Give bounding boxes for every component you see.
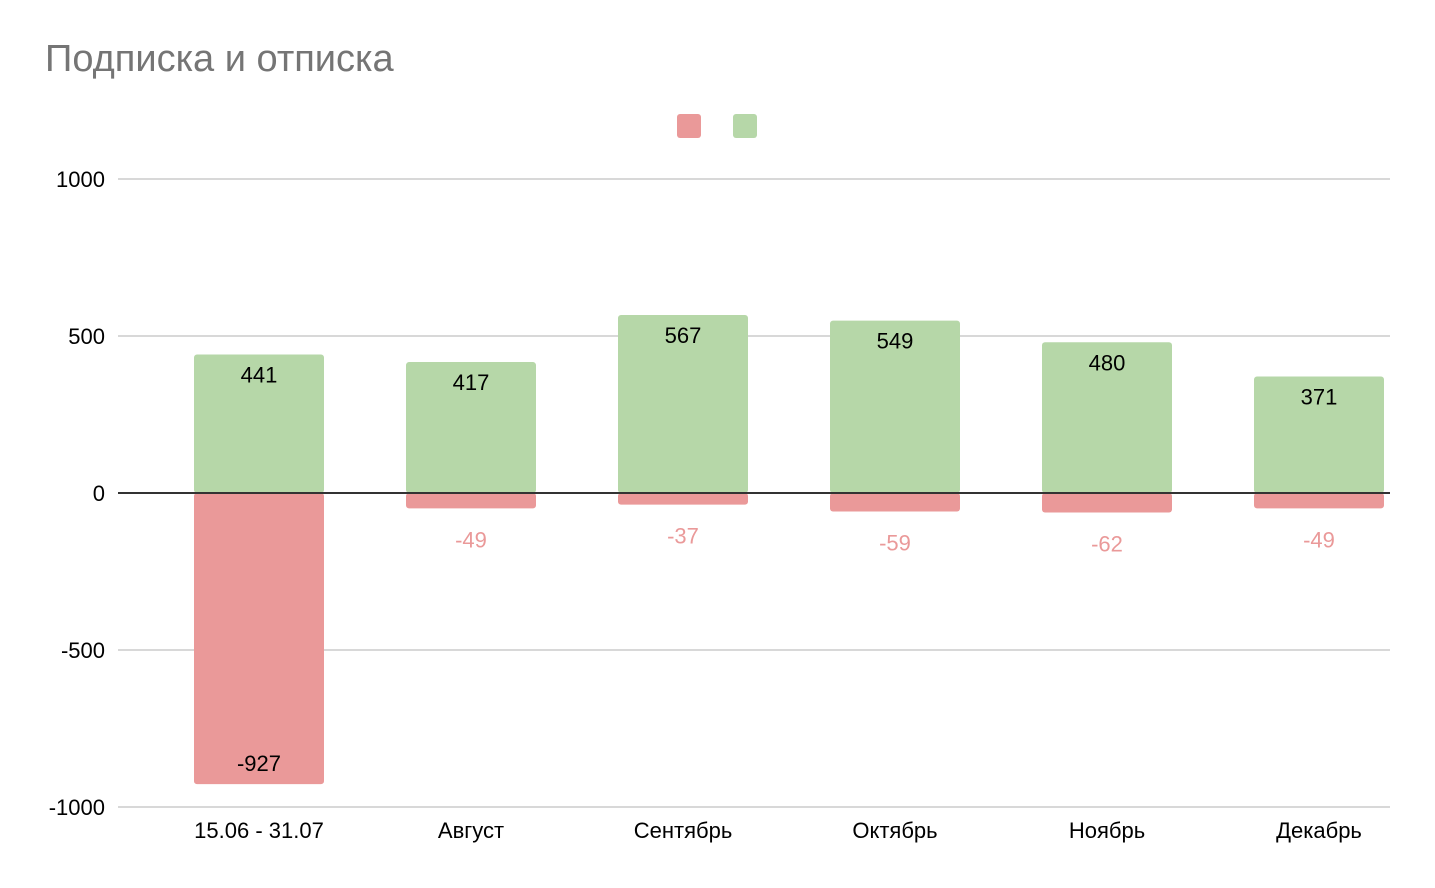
data-label: -927	[237, 751, 281, 776]
data-label: -37	[667, 524, 699, 549]
data-label: 567	[665, 323, 702, 348]
x-tick-label: Сентябрь	[634, 818, 733, 843]
x-tick-label: Август	[438, 818, 504, 843]
data-label: -49	[1303, 527, 1335, 552]
gridlines	[118, 178, 1390, 808]
bar-positive	[618, 314, 748, 493]
data-label: 480	[1089, 350, 1126, 375]
x-tick-label: Декабрь	[1276, 818, 1362, 843]
y-tick-label: -500	[61, 638, 105, 663]
legend-swatch	[733, 114, 757, 138]
y-tick-label: 500	[68, 324, 105, 349]
data-label: 441	[241, 363, 278, 388]
x-tick-label: 15.06 - 31.07	[194, 818, 324, 843]
bar-negative	[1254, 493, 1384, 509]
y-tick-label: -1000	[49, 795, 105, 820]
bar-positive	[1254, 376, 1384, 493]
data-label: -59	[879, 531, 911, 556]
data-label: 417	[453, 370, 490, 395]
bar-negative	[1042, 493, 1172, 513]
bar-positive	[830, 320, 960, 493]
bars	[194, 314, 1384, 785]
bar-positive	[406, 362, 536, 493]
bar-positive	[1042, 342, 1172, 493]
bar-negative	[194, 493, 324, 785]
data-label: -49	[455, 527, 487, 552]
data-label: -62	[1091, 531, 1123, 556]
x-axis-ticks: 15.06 - 31.07 Август Сентябрь Октябрь Ноябрь…	[194, 818, 1362, 843]
x-tick-label: Октябрь	[852, 818, 937, 843]
x-tick-label: Ноябрь	[1069, 818, 1145, 843]
chart-title: Подписка и отписка	[45, 38, 394, 80]
data-label: 371	[1301, 385, 1338, 410]
y-tick-label: 0	[93, 481, 105, 506]
legend-swatch	[677, 114, 701, 138]
bar-negative	[830, 493, 960, 512]
legend	[677, 114, 757, 138]
data-label: 549	[877, 329, 914, 354]
bar-negative	[618, 493, 748, 505]
y-tick-label: 1000	[56, 167, 105, 192]
data-labels: -927 -49 -37 -59 -62 -49 441 417 567 549 480 371	[237, 323, 1337, 776]
bar-negative	[406, 493, 536, 509]
bar-positive	[194, 354, 324, 493]
y-axis-ticks: 1000 500 0 -500 -1000	[49, 167, 105, 820]
